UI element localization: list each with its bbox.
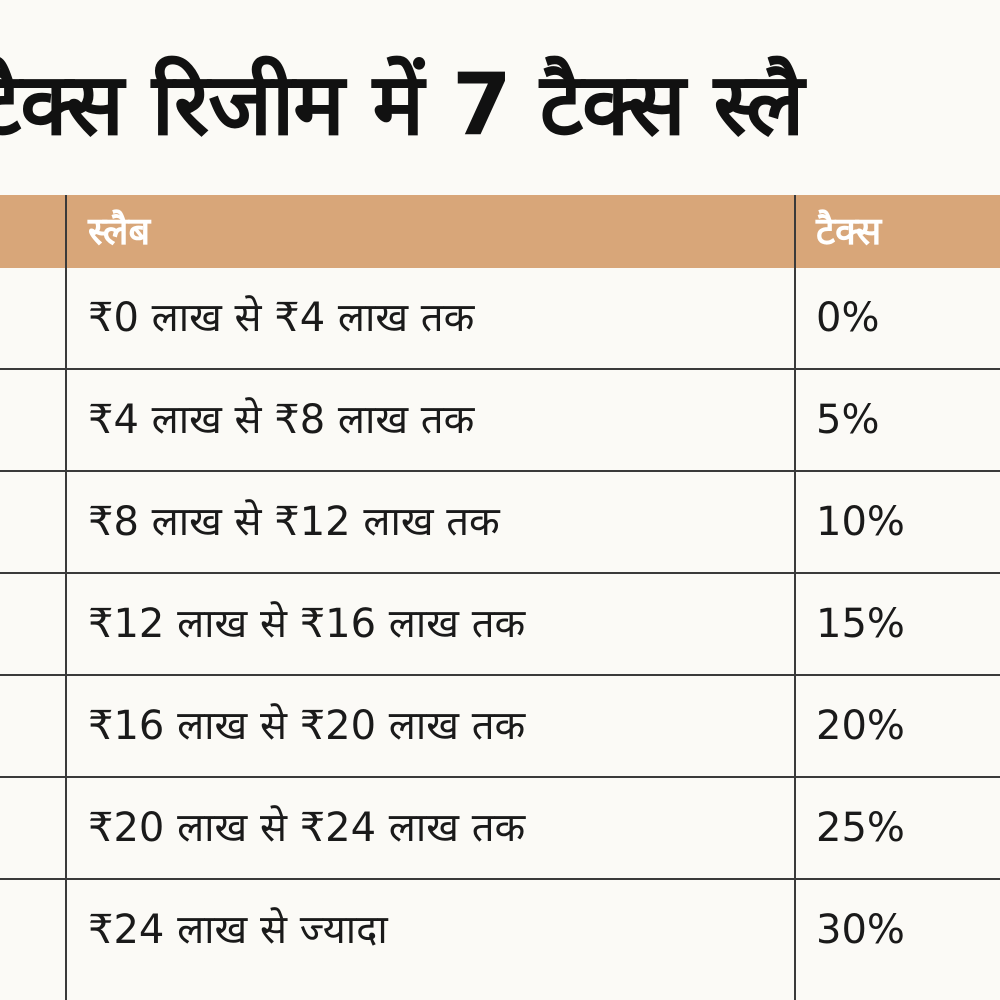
column-divider <box>65 195 67 1000</box>
table-row: ₹12 लाख से ₹16 लाख तक 15% <box>0 574 1000 676</box>
table-row: ₹20 लाख से ₹24 लाख तक 25% <box>0 778 1000 880</box>
tax-rate-cell: 20% <box>816 703 905 749</box>
table-header: स्लैब टैक्स <box>0 195 1000 268</box>
tax-rate-cell: 0% <box>816 295 880 341</box>
table-row: ₹0 लाख से ₹4 लाख तक 0% <box>0 268 1000 370</box>
slab-cell: ₹24 लाख से ज्यादा <box>88 907 388 953</box>
page-title: टैक्स रिजीम में 7 टैक्स स्लै <box>0 55 804 155</box>
slab-cell: ₹12 लाख से ₹16 लाख तक <box>88 601 526 647</box>
table-row: ₹4 लाख से ₹8 लाख तक 5% <box>0 370 1000 472</box>
tax-rate-cell: 10% <box>816 499 905 545</box>
tax-rate-cell: 30% <box>816 907 905 953</box>
slab-cell: ₹16 लाख से ₹20 लाख तक <box>88 703 526 749</box>
slab-cell: ₹8 लाख से ₹12 लाख तक <box>88 499 500 545</box>
tax-rate-cell: 15% <box>816 601 905 647</box>
table-row: ₹24 लाख से ज्यादा 30% <box>0 880 1000 982</box>
header-tax: टैक्स <box>816 209 882 253</box>
slab-cell: ₹4 लाख से ₹8 लाख तक <box>88 397 475 443</box>
column-divider <box>794 195 796 1000</box>
table-row: ₹8 लाख से ₹12 लाख तक 10% <box>0 472 1000 574</box>
tax-slab-table: स्लैब टैक्स ₹0 लाख से ₹4 लाख तक 0% ₹4 ला… <box>0 195 1000 1000</box>
table-row: ₹16 लाख से ₹20 लाख तक 20% <box>0 676 1000 778</box>
tax-rate-cell: 5% <box>816 397 880 443</box>
slab-cell: ₹20 लाख से ₹24 लाख तक <box>88 805 526 851</box>
slab-cell: ₹0 लाख से ₹4 लाख तक <box>88 295 475 341</box>
tax-rate-cell: 25% <box>816 805 905 851</box>
header-slab: स्लैब <box>88 209 151 253</box>
table-body: ₹0 लाख से ₹4 लाख तक 0% ₹4 लाख से ₹8 लाख … <box>0 268 1000 1000</box>
